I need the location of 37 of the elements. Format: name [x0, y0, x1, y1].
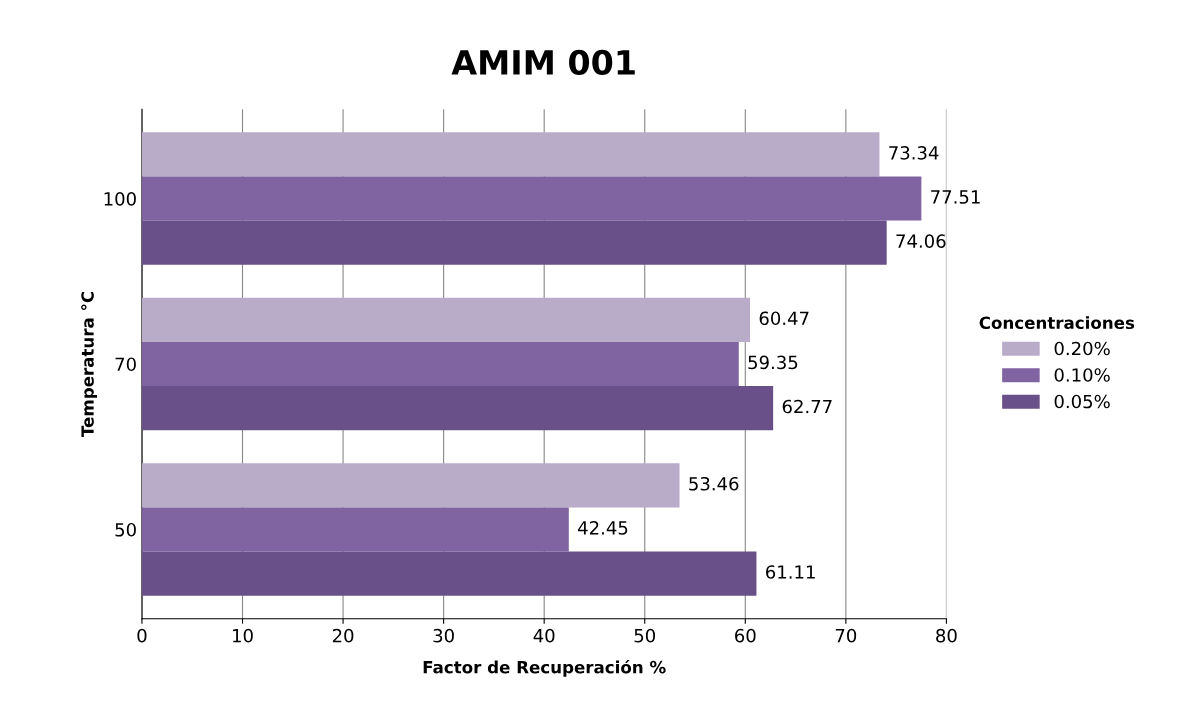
bar [141, 463, 680, 508]
x-tick-label: 70 [835, 628, 857, 643]
bar [141, 551, 757, 596]
x-tick-label: 0 [137, 628, 147, 643]
bar [141, 132, 880, 177]
x-tick-label: 30 [433, 628, 454, 643]
data-label: 73.34 [889, 146, 939, 160]
data-label: 59.35 [748, 355, 798, 370]
data-label: 61.11 [766, 565, 815, 579]
y-tick-label: 50 [115, 522, 136, 537]
data-label: 74.06 [896, 234, 946, 248]
legend-label: 0.10% [1054, 368, 1110, 382]
bar [141, 176, 922, 221]
x-tick-label: 50 [634, 628, 656, 643]
chart-title: AMIM 001 [451, 49, 635, 75]
data-label: 60.47 [759, 311, 809, 326]
data-label: 53.46 [689, 476, 739, 491]
bar [141, 386, 774, 431]
bar [141, 507, 569, 552]
y-tick-label: 100 [104, 192, 136, 206]
y-axis-title: Temperatura °C [81, 291, 98, 438]
data-label: 42.45 [578, 521, 628, 535]
legend-title: Concentraciones [979, 316, 1135, 330]
legend-label: 0.05% [1054, 394, 1110, 409]
x-tick-label: 40 [533, 628, 555, 643]
bar [141, 341, 739, 387]
x-tick-label: 20 [332, 628, 354, 643]
y-tick-label: 70 [115, 357, 136, 372]
bar [141, 297, 751, 342]
bar [141, 220, 887, 265]
x-axis-title: Factor de Recuperación % [423, 659, 666, 677]
x-tick-label: 60 [735, 628, 756, 643]
x-tick-label: 80 [936, 628, 957, 643]
data-label: 62.77 [782, 399, 832, 414]
data-label: 77.51 [931, 190, 980, 204]
legend-label: 0.20% [1054, 341, 1110, 356]
x-tick-label: 10 [233, 628, 253, 643]
